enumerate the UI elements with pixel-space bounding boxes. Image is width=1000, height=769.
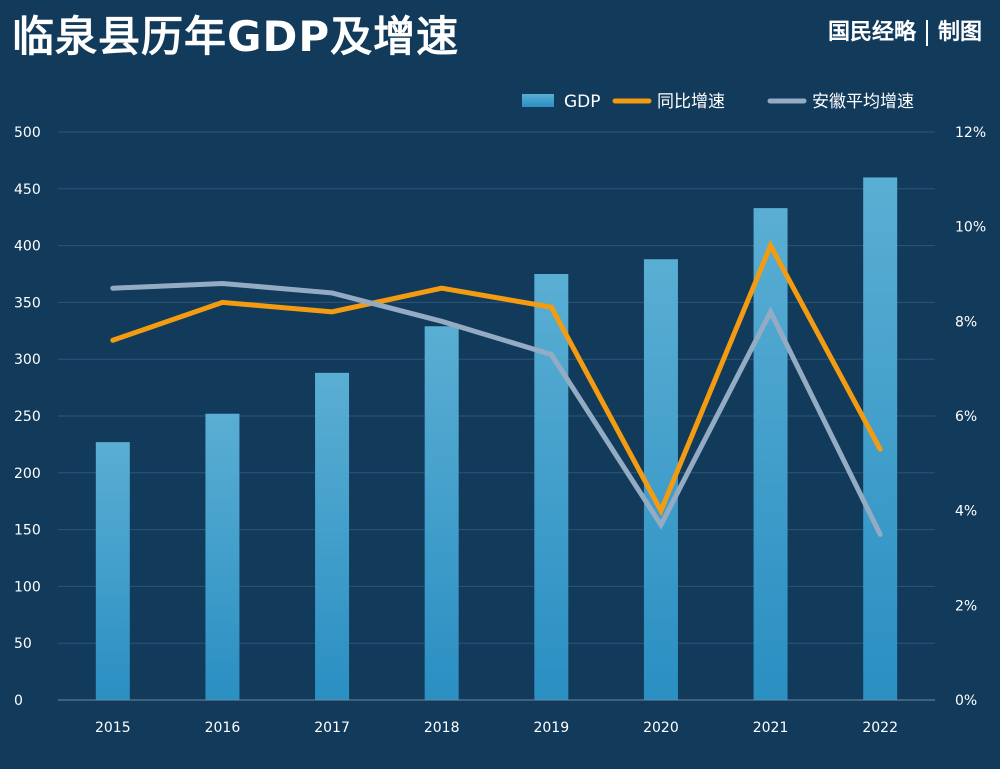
y-left-tick-label: 150 bbox=[14, 523, 41, 539]
gdp-bar bbox=[863, 177, 898, 700]
y-right-tick-label: 12% bbox=[955, 125, 986, 141]
y-right-tick-label: 4% bbox=[955, 504, 977, 520]
y-left-tick-label: 400 bbox=[14, 239, 41, 255]
legend-item-anhui-label: 安徽平均增速 bbox=[812, 92, 914, 112]
y-right-tick-label: 2% bbox=[955, 598, 977, 614]
legend-item-growth-label: 同比增速 bbox=[657, 92, 725, 112]
chart-title: 临泉县历年GDP及增速 bbox=[12, 12, 460, 61]
y-right-tick-label: 0% bbox=[955, 693, 977, 709]
gridlines bbox=[58, 131, 935, 701]
y-left-tick-label: 300 bbox=[14, 352, 41, 368]
source-label: 制图 bbox=[937, 19, 982, 45]
legend-item-gdp-label: GDP bbox=[564, 92, 601, 112]
x-tick-label: 2020 bbox=[643, 720, 679, 736]
gdp-bar bbox=[534, 274, 569, 700]
y-right-tick-label: 8% bbox=[955, 314, 977, 330]
x-tick-label: 2018 bbox=[424, 720, 460, 736]
gdp-bar bbox=[753, 208, 788, 700]
x-tick-label: 2016 bbox=[205, 720, 241, 736]
gdp-bar bbox=[315, 372, 350, 700]
x-tick-label: 2021 bbox=[753, 720, 789, 736]
axes: 0 50 100 150 200 250 300 350 400 450 500 0% 2% 4% 6% 8%… bbox=[14, 125, 986, 736]
legend: GDP 同比增速 安徽平均增速 bbox=[522, 92, 914, 112]
x-tick-label: 2022 bbox=[862, 720, 898, 736]
y-left-tick-label: 350 bbox=[14, 295, 41, 311]
x-tick-label: 2015 bbox=[95, 720, 131, 736]
y-left-tick-label: 450 bbox=[14, 182, 41, 198]
source-divider bbox=[925, 20, 928, 46]
gdp-bar bbox=[424, 326, 459, 700]
y-right-tick-label: 6% bbox=[955, 409, 977, 425]
y-left-tick-label: 50 bbox=[14, 636, 32, 652]
anhui-avg-growth-line bbox=[110, 280, 883, 537]
y-left-tick-label: 0 bbox=[14, 693, 23, 709]
y-left-tick-label: 250 bbox=[14, 409, 41, 425]
y-left-tick-label: 100 bbox=[14, 579, 41, 595]
y-right-tick-label: 10% bbox=[955, 220, 986, 236]
y-left-tick-label: 500 bbox=[14, 125, 41, 141]
gdp-bar bbox=[205, 413, 240, 700]
x-tick-label: 2019 bbox=[533, 720, 569, 736]
x-tick-label: 2017 bbox=[314, 720, 350, 736]
line-series bbox=[110, 239, 883, 537]
source-credit: 国民经略 制图 bbox=[828, 14, 982, 46]
gdp-bar bbox=[95, 442, 130, 700]
growth-rate-line bbox=[110, 239, 883, 517]
source-brand: 国民经略 bbox=[827, 19, 916, 45]
legend-item-gdp-swatch bbox=[522, 94, 554, 107]
y-left-tick-label: 200 bbox=[14, 466, 41, 482]
